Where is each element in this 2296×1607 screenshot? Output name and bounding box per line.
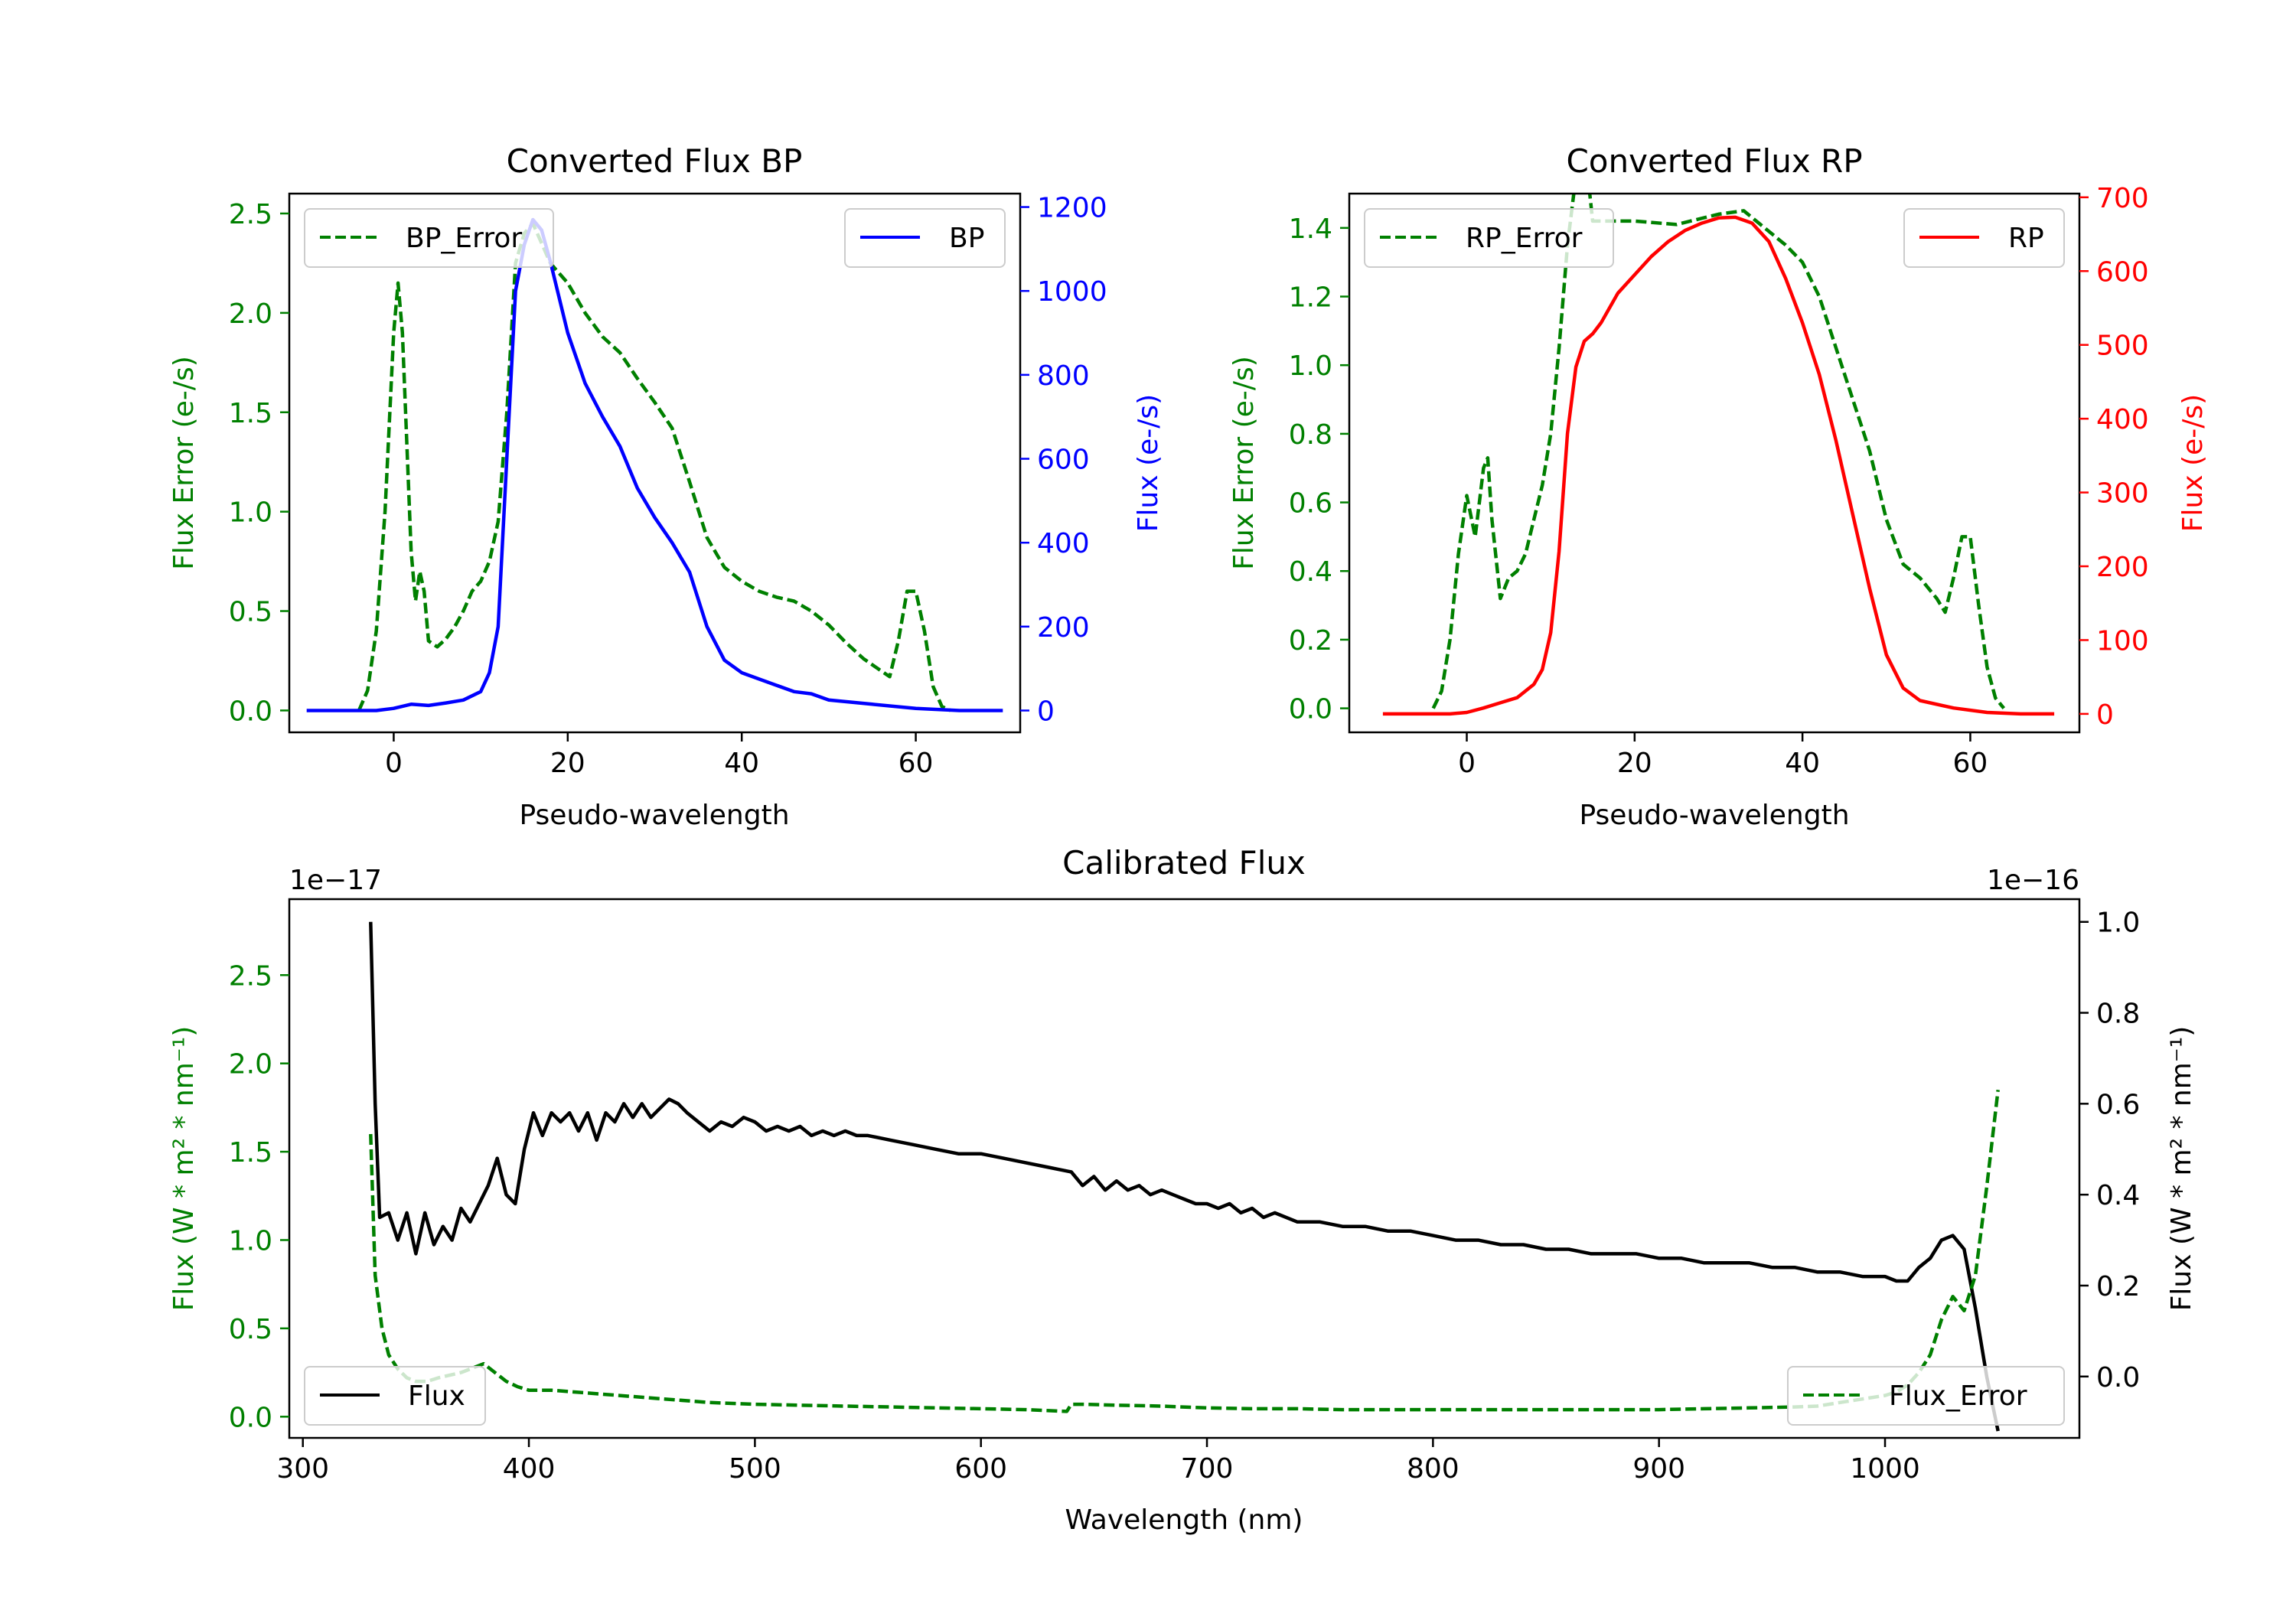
bp-left-axis-label: Flux Error (e-/s) [168,356,200,570]
rp-title: Converted Flux RP [1566,142,1862,180]
bp-right-tick-label: 200 [1037,612,1090,644]
rp-x-tick-label: 60 [1953,748,1988,779]
bp-left-tick-label: 0.5 [229,597,272,628]
cal-title: Calibrated Flux [1062,844,1306,882]
bp-right-tick-label: 600 [1037,445,1090,476]
cal-x-tick-label: 500 [729,1453,781,1485]
cal-x-tick-label: 800 [1407,1453,1459,1485]
cal-right-tick-label: 0.6 [2096,1089,2140,1120]
bp-x-tick-label: 40 [724,748,759,779]
rp-left-tick-label: 1.2 [1289,282,1332,314]
bp-right-tick-label: 1000 [1037,276,1107,308]
bp-legend-flux: BP [844,208,1006,268]
cal-right-tick-label: 0.4 [2096,1180,2140,1211]
rp-right-tick-label: 200 [2096,552,2149,583]
rp-legend-flux: RP [1903,208,2065,268]
cal-right-tick-label: 0.8 [2096,999,2140,1030]
rp-legend-error: RP_Error [1364,208,1614,268]
cal-x-tick-label: 700 [1181,1453,1234,1485]
rp-left-axis-label: Flux Error (e-/s) [1228,356,1260,570]
cal-left-tick-label: 2.0 [229,1049,272,1081]
rp-series-rp-error [1431,194,2006,710]
cal-x-axis-label: Wavelength (nm) [1065,1504,1303,1536]
cal-right-axis-label: Flux (W * m² * nm⁻¹) [2166,1026,2197,1312]
cal-x-tick-label: 900 [1632,1453,1685,1485]
rp-panel: 0 20 40 60 0.0 0.2 0.4 0.6 0.8 1.0 1.2 1.4 0 100 200 30… [1228,142,2209,831]
rp-right-tick-label: 400 [2096,404,2149,435]
rp-legend-flux-label: RP [2008,223,2044,254]
bp-right-tick-label: 1200 [1037,193,1107,224]
rp-right-tick-label: 0 [2096,699,2114,731]
calibrated-panel: 300 400 500 600 700 800 900 1000 0.0 0.5 1.0 1.5 2.0… [168,844,2197,1536]
bp-right-tick-label: 0 [1037,696,1055,727]
bp-series-bp [306,217,1003,712]
cal-left-tick-label: 1.0 [229,1225,272,1257]
bp-left-tick-label: 2.5 [229,199,272,230]
rp-left-tick-label: 1.4 [1289,214,1332,245]
cal-right-tick-label: 0.2 [2096,1271,2140,1302]
rp-right-tick-label: 300 [2096,478,2149,510]
bp-title: Converted Flux BP [507,142,803,180]
bp-right-axis-label: Flux (e-/s) [1133,394,1164,532]
bp-x-tick-label: 60 [899,748,934,779]
cal-x-tick-label: 1000 [1850,1453,1920,1485]
bp-right-tick-label: 800 [1037,360,1090,392]
cal-x-tick-label: 400 [503,1453,556,1485]
bp-legend-error-label: BP_Error [406,223,522,254]
rp-axes-frame [1348,192,2081,734]
bp-left-tick-label: 2.0 [229,298,272,330]
rp-right-tick-label: 100 [2096,625,2149,657]
cal-right-tick-label: 1.0 [2096,908,2140,939]
bp-right-tick-label: 400 [1037,528,1090,559]
rp-x-tick-label: 40 [1785,748,1820,779]
rp-left-tick-label: 0.8 [1289,419,1332,451]
cal-x-tick-label: 300 [276,1453,329,1485]
rp-left-tick-label: 0.2 [1289,625,1332,657]
rp-right-tick-label: 500 [2096,331,2149,362]
rp-left-tick-label: 0.0 [1289,694,1332,725]
rp-x-axis-label: Pseudo-wavelength [1579,800,1849,831]
cal-left-axis-label: Flux (W * m² * nm⁻¹) [168,1026,200,1312]
bp-series-bp-error [357,221,951,712]
cal-legend-error: Flux_Error [1787,1366,2065,1426]
cal-left-tick-label: 2.5 [229,960,272,992]
rp-left-tick-label: 0.6 [1289,488,1332,520]
cal-left-offset-text: 1e−17 [289,865,382,896]
cal-axes-frame [288,898,2081,1439]
bp-legend-flux-label: BP [949,223,984,254]
cal-x-tick-label: 600 [954,1453,1007,1485]
bp-x-tick-label: 0 [385,748,403,779]
bp-panel: 0 20 40 60 0.0 0.5 1.0 1.5 2.0 2.5 0 200 400 600 800 10… [168,142,1164,831]
rp-x-tick-label: 0 [1458,748,1476,779]
bp-legend-error: BP_Error [304,208,554,268]
cal-legend-flux: Flux [304,1366,486,1426]
rp-series-rp [1382,215,2055,716]
cal-series-flux [369,921,2000,1432]
bp-left-tick-label: 0.0 [229,696,272,727]
bp-x-tick-label: 20 [550,748,585,779]
cal-left-tick-label: 0.0 [229,1402,272,1433]
cal-right-offset-text: 1e−16 [1987,865,2079,896]
cal-left-tick-label: 0.5 [229,1314,272,1345]
cal-legend-flux-label: Flux [408,1380,465,1412]
rp-x-tick-label: 20 [1617,748,1652,779]
bp-x-axis-label: Pseudo-wavelength [519,800,789,831]
cal-left-tick-label: 1.5 [229,1137,272,1169]
cal-legend-error-label: Flux_Error [1889,1380,2027,1412]
bp-axes-frame [288,192,1022,734]
bp-left-tick-label: 1.0 [229,497,272,529]
rp-right-axis-label: Flux (e-/s) [2177,394,2209,532]
cal-right-tick-label: 0.0 [2096,1362,2140,1393]
bp-left-tick-label: 1.5 [229,398,272,429]
rp-left-tick-label: 1.0 [1289,350,1332,382]
rp-left-tick-label: 0.4 [1289,556,1332,588]
rp-legend-error-label: RP_Error [1466,223,1583,254]
rp-right-tick-label: 600 [2096,256,2149,288]
rp-right-tick-label: 700 [2096,183,2149,214]
